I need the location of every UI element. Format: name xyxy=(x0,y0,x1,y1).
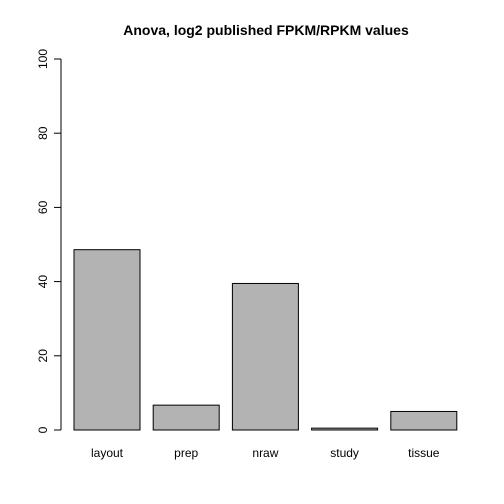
chart-title: Anova, log2 published FPKM/RPKM values xyxy=(123,22,409,38)
bar-prep xyxy=(152,404,220,431)
y-axis: 0 20 40 60 80 100 xyxy=(36,49,62,433)
bar-tissue xyxy=(390,410,458,431)
x-tick-label-layout: layout xyxy=(91,446,124,460)
x-tick-label-tissue: tissue xyxy=(408,446,440,460)
y-tick-label: 100 xyxy=(36,49,50,69)
x-tick-label-prep: prep xyxy=(174,446,198,460)
x-tick-label-nraw: nraw xyxy=(252,446,278,460)
bar-nraw xyxy=(231,282,299,431)
x-axis-labels: layout prep nraw study tissue xyxy=(91,446,440,460)
bar-layout xyxy=(73,249,141,431)
y-tick-label: 40 xyxy=(36,275,50,289)
y-tick-label: 20 xyxy=(36,349,50,363)
bars xyxy=(73,249,458,431)
y-tick-label: 80 xyxy=(36,126,50,140)
x-tick-label-study: study xyxy=(330,446,359,460)
y-tick-label: 60 xyxy=(36,200,50,214)
bar-study xyxy=(311,427,379,431)
y-tick-label: 0 xyxy=(36,426,50,433)
